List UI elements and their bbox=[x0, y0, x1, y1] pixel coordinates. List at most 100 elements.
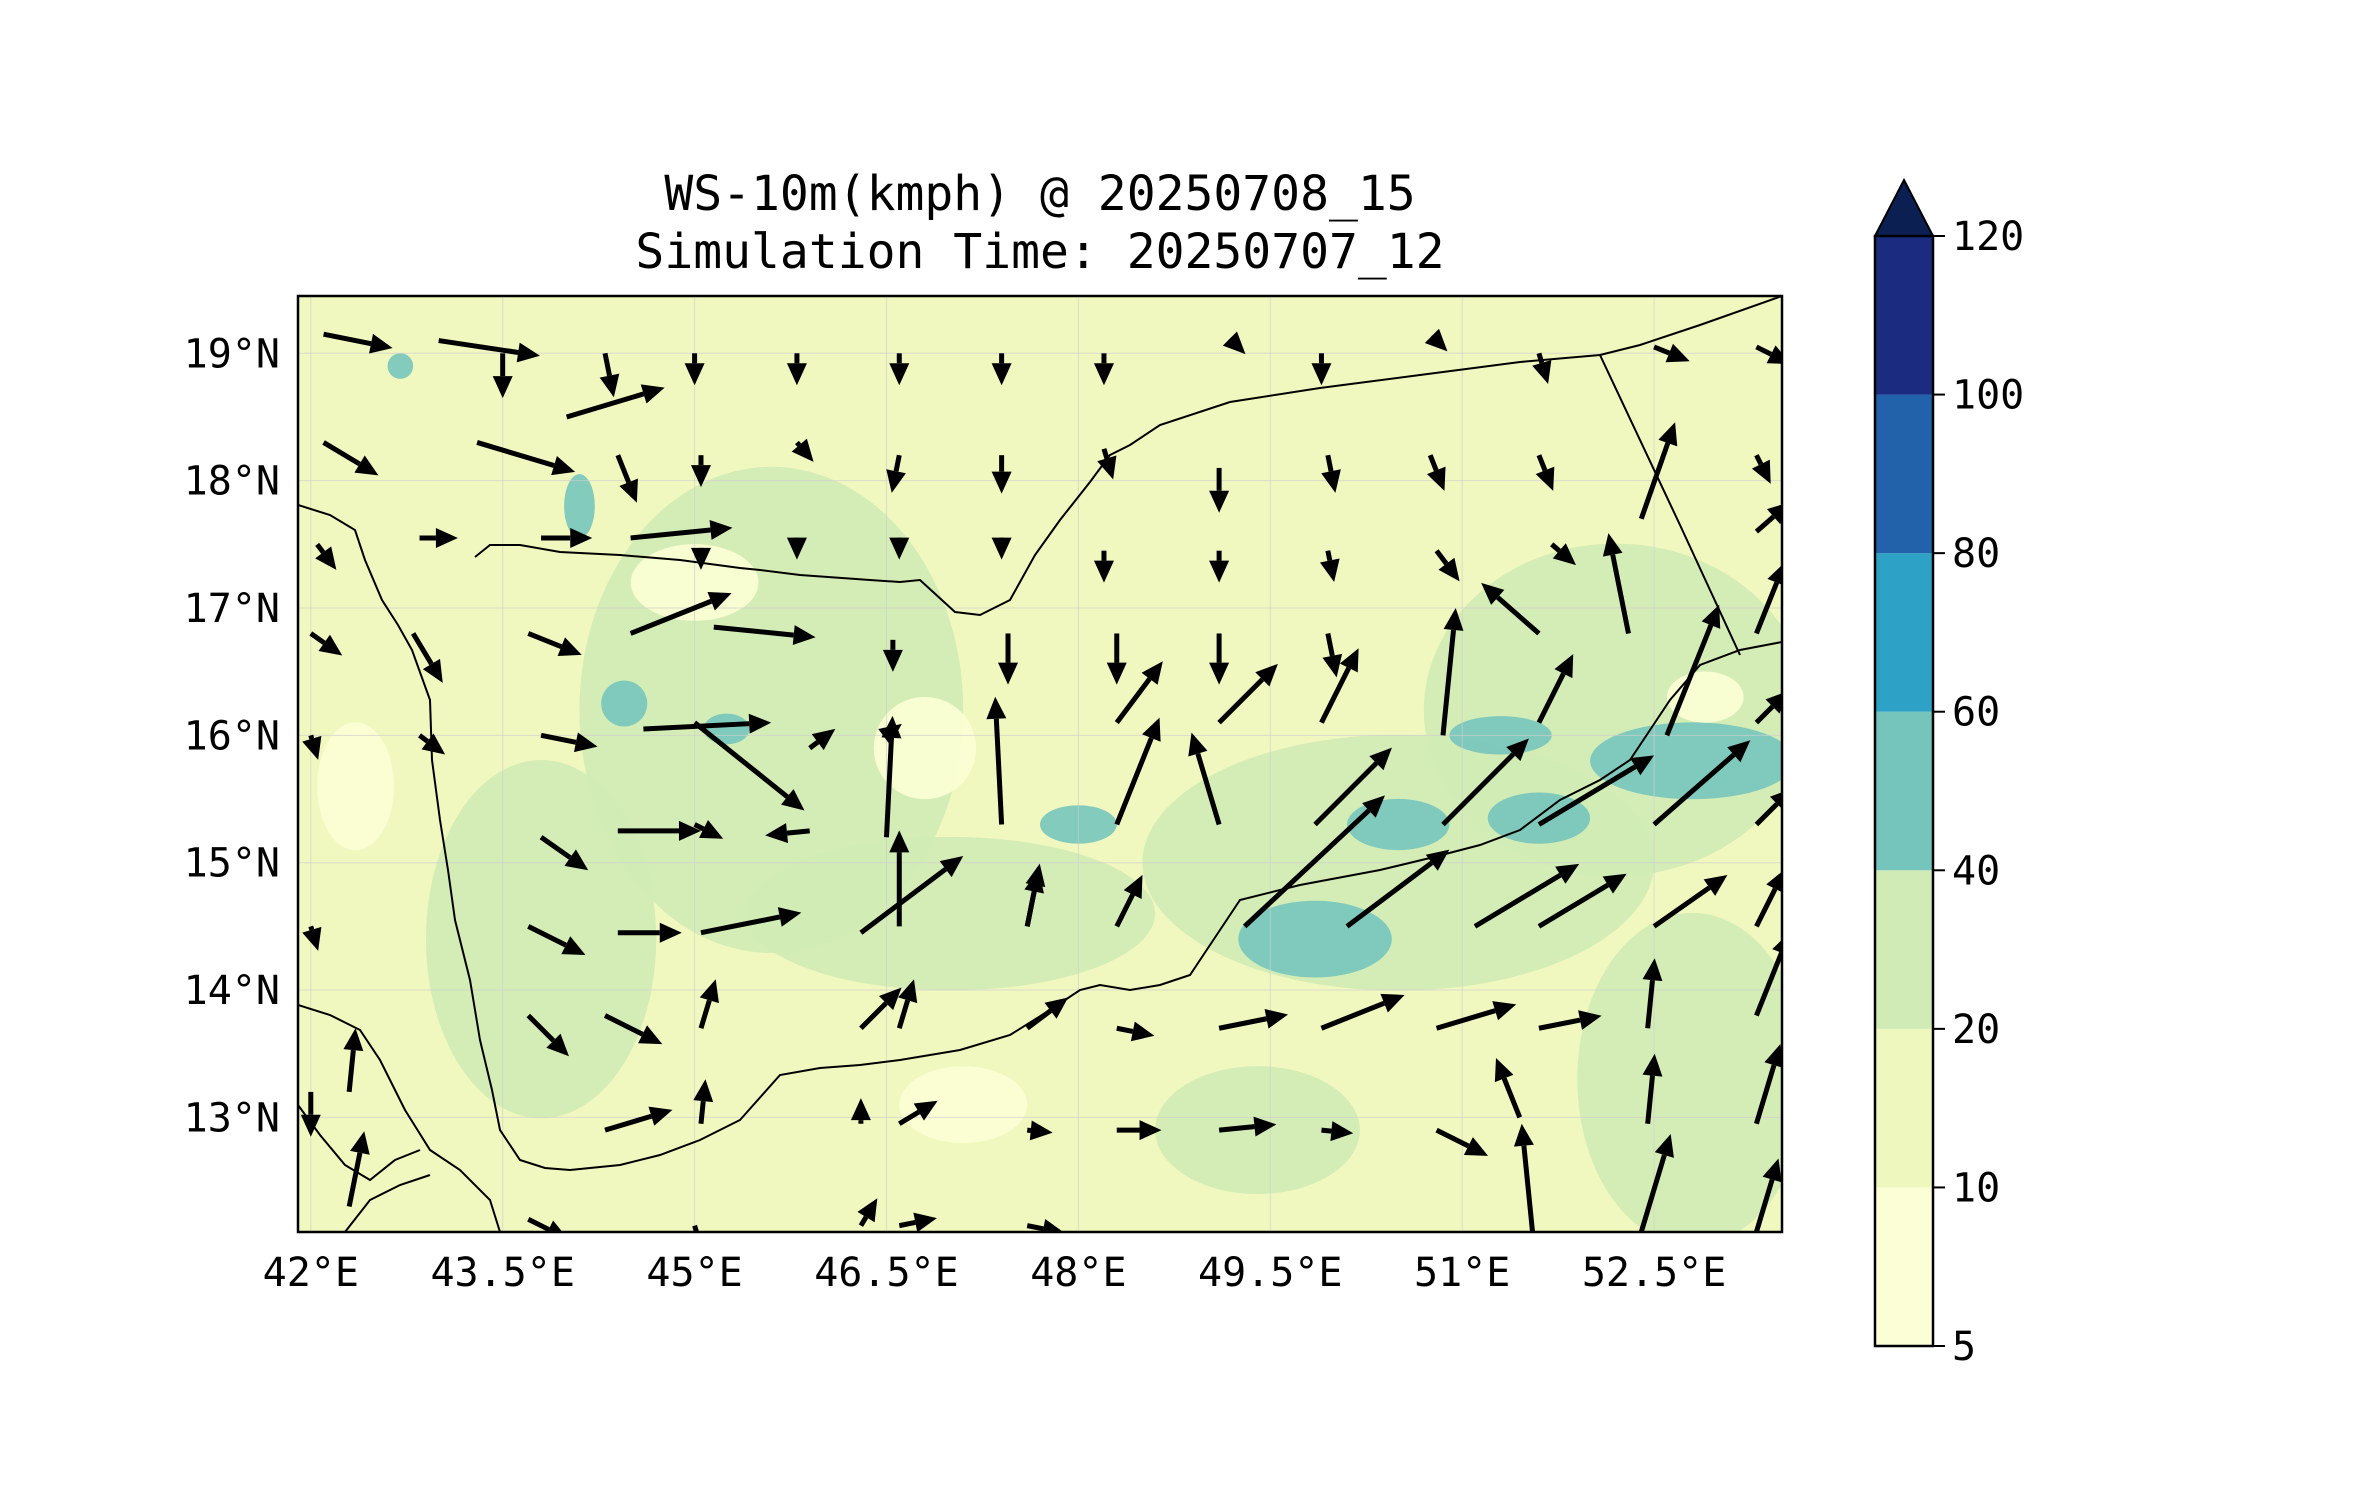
coastline-red-sea bbox=[298, 504, 571, 1171]
lat-tick-label-1: 18°N bbox=[184, 459, 280, 505]
wind-vector-45 bbox=[309, 631, 343, 656]
wind-vector-82 bbox=[1537, 755, 1655, 827]
wind-vector-19 bbox=[690, 455, 711, 488]
wind-vector-83 bbox=[1652, 740, 1751, 827]
wind-magnitude-patch-9 bbox=[703, 713, 750, 745]
wind-vector-115 bbox=[693, 1079, 714, 1125]
wind-vector-30 bbox=[315, 542, 337, 570]
colorbar-band-4 bbox=[1875, 553, 1933, 712]
colorbar-band-2 bbox=[1875, 870, 1933, 1029]
wind-vector-24 bbox=[1209, 467, 1230, 513]
lon-tick-label-3: 46.5°E bbox=[814, 1250, 959, 1296]
wind-magnitude-patch-8 bbox=[601, 680, 648, 727]
colorbar-bands bbox=[1875, 236, 1933, 1346]
wind-vector-40 bbox=[1319, 550, 1340, 583]
wind-vector-131 bbox=[1026, 1219, 1064, 1232]
wind-vector-8 bbox=[1093, 353, 1114, 386]
wind-vector-85 bbox=[302, 925, 322, 951]
lon-tick-label-5: 49.5°E bbox=[1198, 1250, 1343, 1296]
wind-vector-2 bbox=[492, 353, 513, 399]
colorbar: 5 10 20 40 60 80 100 120 bbox=[1873, 177, 2024, 1370]
wind-vector-88 bbox=[700, 907, 802, 936]
colorbar-band-3 bbox=[1875, 711, 1933, 871]
wind-magnitude-patch-4 bbox=[1423, 543, 1782, 877]
wind-vector-56 bbox=[1481, 582, 1541, 636]
wind-vector-42 bbox=[1550, 542, 1577, 566]
wind-vector-0 bbox=[323, 331, 393, 354]
colorbar-band-1 bbox=[1875, 1028, 1933, 1188]
colorbar-band-5 bbox=[1875, 394, 1933, 554]
colorbar-tick-labels: 5 10 20 40 60 80 100 120 bbox=[1933, 214, 2024, 1370]
title-line-2: Simulation Time: 20250707_12 bbox=[635, 224, 1444, 280]
wind-vector-87 bbox=[617, 922, 682, 943]
wind-vector-58 bbox=[1754, 564, 1782, 635]
colorbar-tick-label-2: 20 bbox=[1952, 1007, 2000, 1053]
wind-vector-121 bbox=[1321, 1121, 1354, 1142]
wind-magnitude-patch-19 bbox=[899, 1066, 1028, 1144]
wind-vector-28 bbox=[1638, 422, 1678, 520]
colorbar-frame bbox=[1873, 234, 1935, 1348]
wind-vector-37 bbox=[991, 537, 1012, 560]
coastline-somaliland bbox=[344, 1174, 431, 1232]
lat-tick-label-3: 16°N bbox=[184, 713, 280, 759]
wind-vector-18 bbox=[615, 454, 638, 503]
lon-tick-label-2: 45°E bbox=[646, 1250, 742, 1296]
wind-vector-76 bbox=[881, 715, 902, 838]
wind-vector-23 bbox=[1097, 448, 1117, 480]
wind-vector-97 bbox=[1652, 875, 1728, 929]
wind-magnitude-patch-2 bbox=[745, 836, 1156, 991]
colorbar-tick-label-4: 60 bbox=[1952, 690, 2000, 736]
wind-vector-134 bbox=[1754, 1158, 1782, 1232]
wind-vector-50 bbox=[882, 639, 903, 672]
colorbar-extend-triangle bbox=[1873, 177, 1935, 237]
wind-vector-59 bbox=[302, 734, 322, 760]
wind-vector-98 bbox=[1754, 871, 1782, 928]
colorbar-tick-label-3: 40 bbox=[1952, 848, 2000, 894]
wind-vector-3 bbox=[599, 352, 620, 398]
map-area bbox=[298, 296, 1782, 1232]
wind-magnitude-patch-20 bbox=[317, 722, 394, 851]
wind-vector-117 bbox=[897, 1100, 938, 1126]
wind-vector-104 bbox=[896, 979, 918, 1029]
wind-vector-124 bbox=[1642, 1053, 1663, 1125]
lon-tick-label-7: 52.5°E bbox=[1582, 1250, 1727, 1296]
wind-vector-99 bbox=[343, 1028, 364, 1093]
wind-vector-122 bbox=[1435, 1127, 1489, 1156]
wind-magnitude-patch-5 bbox=[1577, 912, 1782, 1232]
wind-vector-61 bbox=[540, 732, 598, 753]
wind-vector-49 bbox=[713, 624, 816, 646]
colorbar-tick-label-6: 100 bbox=[1952, 373, 2024, 419]
wind-vector-29 bbox=[1751, 454, 1771, 484]
wind-magnitude-patch-15 bbox=[1590, 722, 1782, 800]
wind-vector-93 bbox=[1242, 795, 1385, 929]
wind-magnitude-patch-12 bbox=[1347, 798, 1450, 851]
wind-vector-130 bbox=[898, 1212, 937, 1232]
map-frame bbox=[296, 294, 1784, 1234]
lat-tick-label-6: 13°N bbox=[184, 1095, 280, 1141]
wind-vector-35 bbox=[786, 537, 807, 560]
lat-tick-label-0: 19°N bbox=[184, 331, 280, 377]
wind-vector-13 bbox=[1653, 343, 1690, 363]
wind-vectors bbox=[300, 328, 1782, 1232]
wind-vector-67 bbox=[1114, 661, 1163, 725]
wind-vector-38 bbox=[1093, 550, 1114, 583]
wind-vector-55 bbox=[1440, 608, 1464, 736]
wind-vector-21 bbox=[886, 454, 906, 493]
wind-vector-128 bbox=[692, 1224, 700, 1232]
wind-vector-71 bbox=[1754, 693, 1782, 725]
wind-vector-84 bbox=[1754, 792, 1782, 827]
wind-vector-20 bbox=[791, 438, 814, 462]
longitude-tick-labels: 42°E 43.5°E 45°E 46.5°E 48°E 49.5°E 51°E 52.5°E bbox=[263, 1250, 1727, 1296]
wind-magnitude-patch-14 bbox=[1487, 792, 1591, 844]
wind-vector-75 bbox=[765, 823, 810, 844]
wind-vector-133 bbox=[1638, 1133, 1674, 1232]
wind-magnitude-patch-16 bbox=[387, 353, 414, 379]
wind-vector-16 bbox=[476, 440, 576, 476]
wind-vector-72 bbox=[539, 835, 589, 871]
wind-vector-105 bbox=[1025, 997, 1069, 1031]
wind-vector-123 bbox=[1494, 1057, 1523, 1119]
wind-vector-94 bbox=[1345, 849, 1450, 929]
lat-tick-label-4: 15°N bbox=[184, 841, 280, 887]
lon-tick-label-0: 42°E bbox=[263, 1250, 359, 1296]
wind-vector-60 bbox=[418, 733, 446, 755]
